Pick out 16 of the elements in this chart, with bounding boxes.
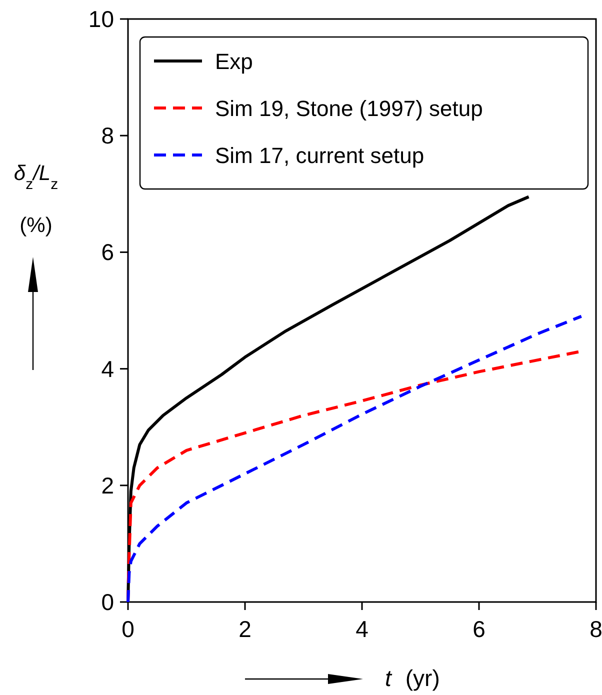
x-tick-label: 4 [356,616,369,642]
y-tick-label: 6 [101,239,114,266]
x-tick-label: 2 [238,616,252,642]
y-tick-label: 8 [101,122,114,149]
legend-label: Exp [215,49,253,74]
text: δ$_{z}$/L$_{z}$ (%) [14,162,58,237]
x-tick-label: 6 [472,616,486,642]
y-tick-label: 4 [101,356,114,382]
x-tick-label: 0 [122,616,134,642]
y-tick-label: 10 [88,6,114,32]
y-tick-label: 2 [101,472,114,498]
y-tick-label: 0 [101,589,114,615]
x-tick-label: 8 [590,616,602,642]
x-axis-title: t (yr) [385,665,440,691]
legend-label: Sim 17, current setup [215,143,424,168]
legend-label: Sim 19, Stone (1997) setup [215,96,483,121]
